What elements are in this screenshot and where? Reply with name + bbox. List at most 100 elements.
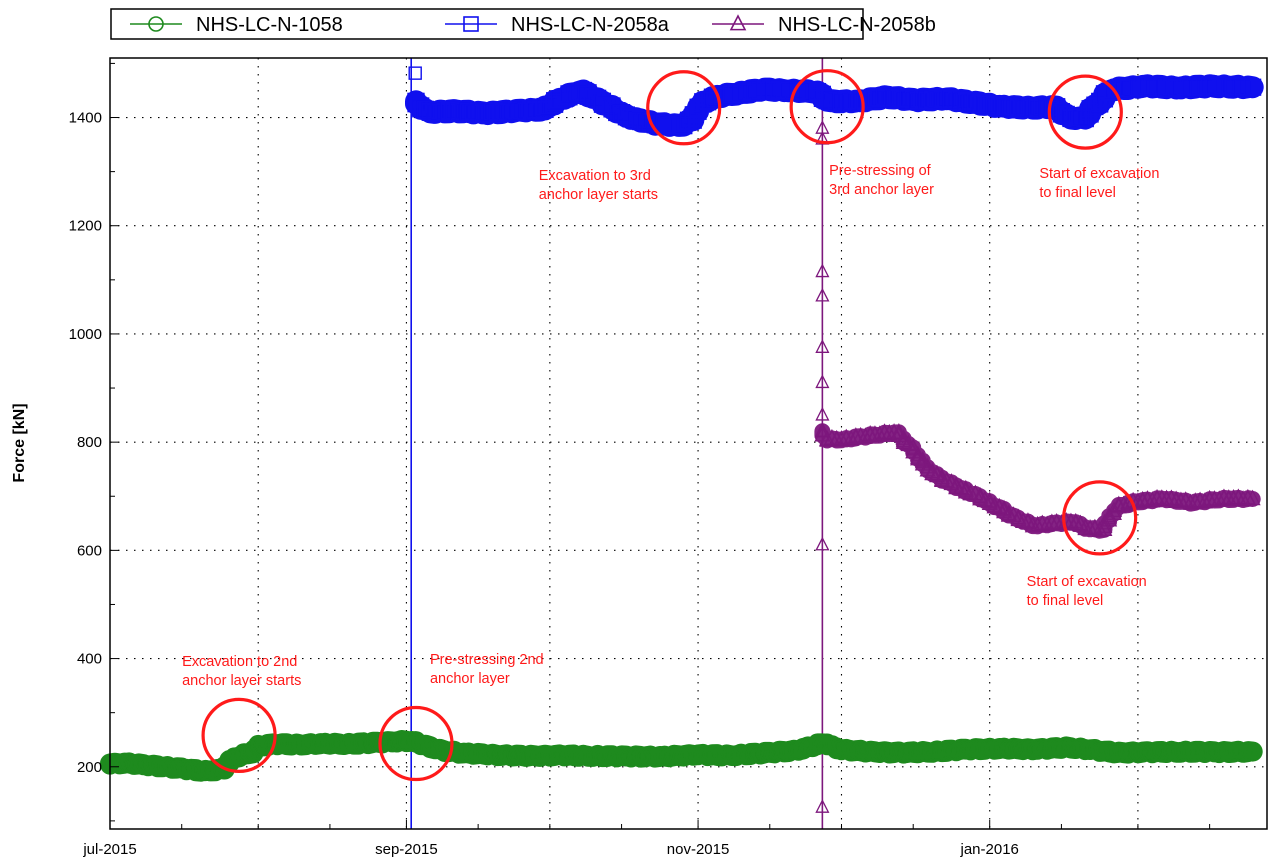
data-point <box>1014 98 1032 117</box>
data-point <box>875 87 894 105</box>
data-point <box>426 103 444 121</box>
y-tick-label: 600 <box>77 542 102 559</box>
series-group <box>100 66 1264 813</box>
data-point <box>1144 491 1161 507</box>
series-trail <box>814 423 1261 539</box>
data-point <box>469 103 487 121</box>
data-point <box>972 489 989 506</box>
data-point <box>914 451 931 467</box>
data-point <box>799 83 817 101</box>
data-point <box>445 101 463 119</box>
annotation-text: Start of excavation <box>1027 574 1147 590</box>
data-point <box>957 482 974 499</box>
data-point <box>909 92 927 110</box>
data-point <box>1124 78 1142 96</box>
data-point <box>948 476 965 492</box>
data-point <box>798 737 818 757</box>
data-point <box>751 82 769 100</box>
data-point <box>1000 99 1018 117</box>
data-point <box>856 92 874 110</box>
data-point <box>1095 85 1114 103</box>
data-point <box>1080 739 1100 759</box>
annotation-circle <box>1047 74 1123 150</box>
data-point <box>569 83 588 101</box>
data-point <box>1229 77 1247 96</box>
data-point <box>1024 515 1041 531</box>
annotation-text: Start of excavation <box>1039 166 1159 182</box>
data-point <box>1057 106 1075 124</box>
annotation-circle <box>1062 480 1138 556</box>
data-point <box>938 472 955 488</box>
data-point <box>981 96 999 114</box>
data-point <box>349 733 369 753</box>
data-point <box>408 66 422 80</box>
data-point <box>1201 76 1219 94</box>
series-NHS-LC-N-2058a <box>405 66 1264 137</box>
data-point <box>727 85 745 103</box>
legend-label: NHS-LC-N-1058 <box>196 14 343 36</box>
data-point <box>729 14 747 31</box>
data-point <box>148 16 164 32</box>
annotation-text: anchor layer starts <box>539 187 658 203</box>
data-point <box>578 747 598 767</box>
data-point <box>815 799 830 813</box>
data-point <box>817 735 837 755</box>
data-point <box>1244 489 1261 506</box>
data-point <box>1238 741 1258 761</box>
data-point <box>884 742 904 762</box>
data-point <box>699 91 717 110</box>
data-point <box>1029 515 1046 532</box>
data-point <box>838 428 855 445</box>
data-point <box>503 103 521 121</box>
data-point <box>871 425 888 441</box>
data-point <box>277 735 297 755</box>
data-point <box>1067 109 1085 127</box>
data-point <box>815 422 830 437</box>
data-point <box>815 120 830 134</box>
data-point <box>1010 510 1027 527</box>
data-point <box>675 115 693 133</box>
data-point <box>1234 79 1252 97</box>
data-point <box>1086 96 1104 114</box>
data-point <box>995 98 1013 116</box>
data-point <box>517 102 535 120</box>
annotation-circle <box>646 70 722 146</box>
data-point <box>1157 78 1176 96</box>
data-point <box>807 733 828 754</box>
data-point <box>815 406 830 421</box>
data-point <box>1129 79 1147 97</box>
data-point <box>890 89 908 107</box>
data-point <box>1152 743 1172 763</box>
data-point <box>1077 517 1094 534</box>
data-point <box>1163 489 1180 506</box>
data-point <box>1081 100 1099 118</box>
data-point <box>411 735 431 755</box>
data-point <box>837 92 855 110</box>
data-point <box>243 740 264 760</box>
data-point <box>707 746 727 766</box>
data-point <box>564 746 584 766</box>
data-point <box>831 739 852 759</box>
data-point <box>329 734 350 755</box>
data-point <box>1133 741 1153 762</box>
data-point <box>815 339 830 353</box>
data-point <box>641 114 659 132</box>
data-point <box>815 263 830 278</box>
plot-frame <box>109 57 1268 830</box>
data-point <box>612 104 631 123</box>
data-point <box>986 496 1003 512</box>
data-point <box>1182 494 1199 510</box>
y-tick-label: 800 <box>77 434 102 451</box>
data-point <box>425 739 445 759</box>
data-point <box>1101 506 1118 523</box>
data-point <box>989 738 1009 758</box>
data-point <box>1211 490 1228 506</box>
data-point <box>459 103 478 121</box>
data-point <box>928 89 946 108</box>
data-point <box>464 104 482 122</box>
data-point <box>1177 492 1194 509</box>
data-point <box>937 740 957 760</box>
data-point <box>479 104 497 122</box>
data-point <box>1196 78 1214 96</box>
data-point <box>842 93 860 111</box>
